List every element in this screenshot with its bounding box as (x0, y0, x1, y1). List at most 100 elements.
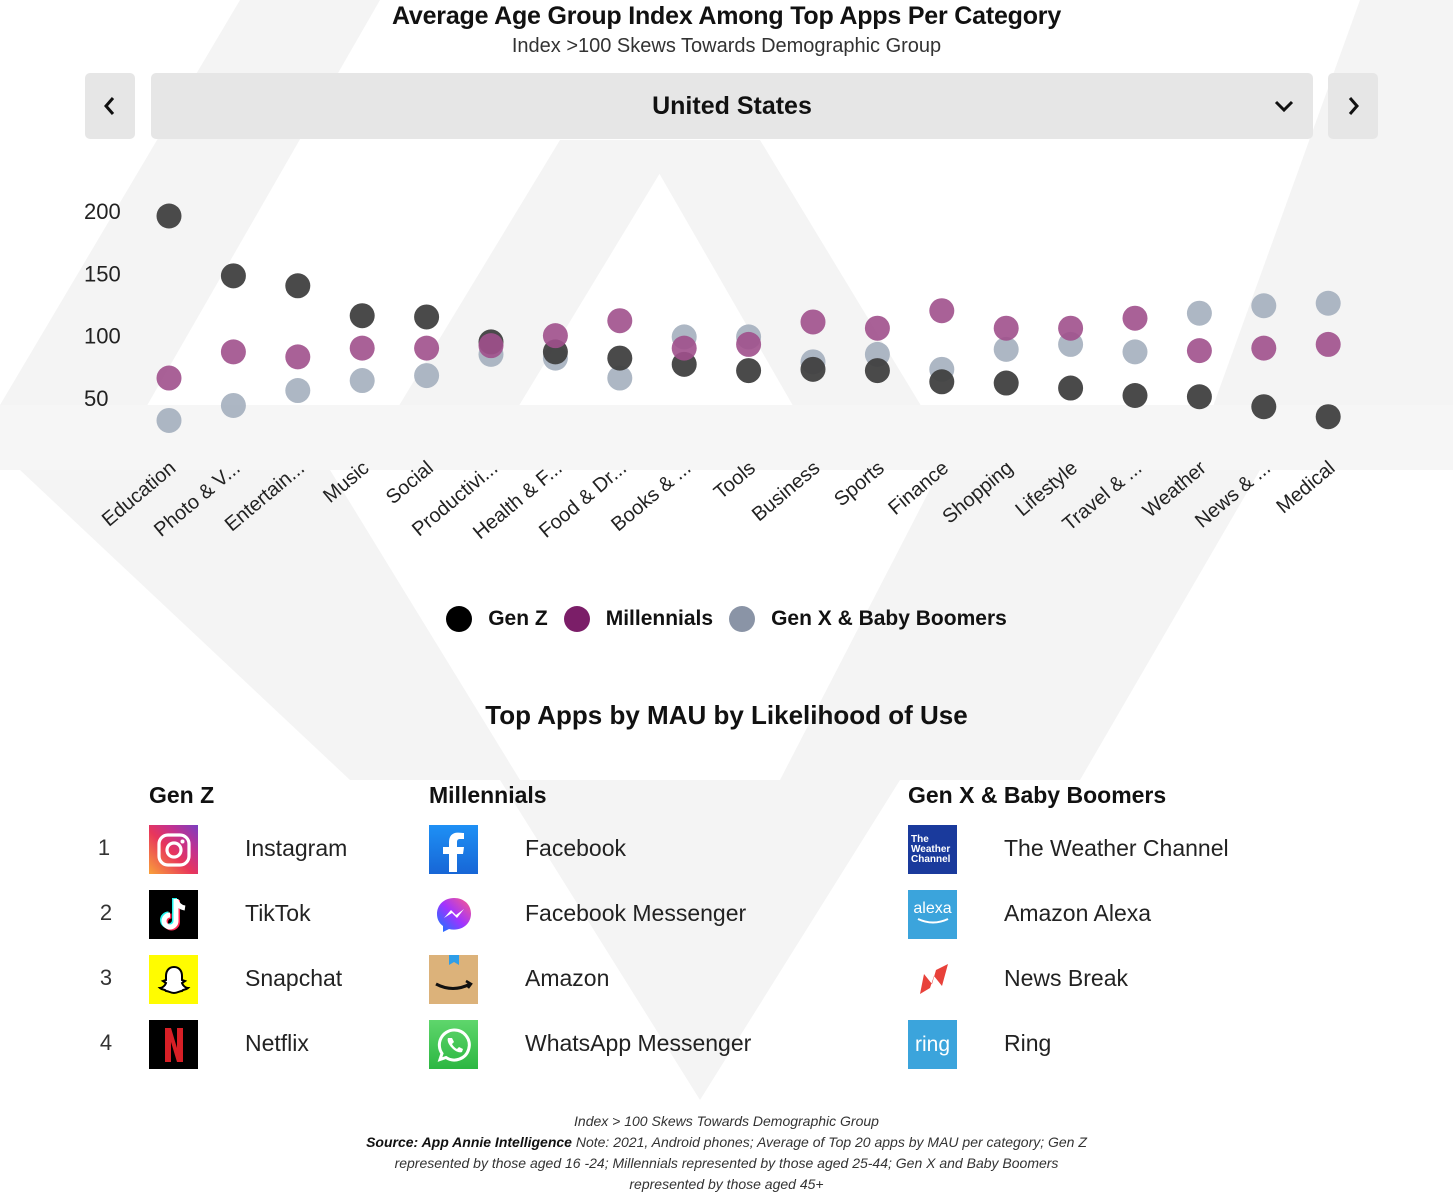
app-name[interactable]: Amazon Alexa (1004, 900, 1152, 926)
alexa-icon[interactable]: alexa (908, 890, 957, 939)
y-axis: 50 100 150 200 (84, 199, 121, 411)
data-point-millennials[interactable]: Millennials — Travel & ...: 114 (1122, 305, 1148, 331)
data-point-millennials[interactable]: Millennials — Sports: 106 (864, 315, 890, 341)
x-tick-label: Tools (710, 457, 760, 504)
y-tick-label: 150 (84, 261, 121, 286)
data-point-gen-z[interactable]: Gen Z — Food & Dr...: 82 (607, 345, 633, 371)
next-country-button[interactable] (1328, 73, 1378, 139)
data-point-millennials[interactable]: Millennials — Health & F...: 100 (542, 323, 568, 349)
icon-text: ring (914, 1032, 951, 1056)
data-point-millennials[interactable]: Millennials — Weather: 88 (1186, 338, 1212, 364)
data-point-millennials[interactable]: Millennials — Food & Dr...: 112 (607, 308, 633, 334)
icon-text: Channel (911, 853, 951, 865)
data-point-gen-z[interactable]: Gen Z — Travel & ...: 52 (1122, 383, 1148, 409)
snapchat-icon[interactable] (149, 955, 198, 1004)
app-name[interactable]: Facebook (525, 835, 627, 861)
news-break-icon[interactable] (908, 955, 957, 1004)
app-name[interactable]: The Weather Channel (1004, 835, 1229, 861)
tiktok-icon[interactable] (149, 890, 198, 939)
legend-label: Gen Z (488, 607, 548, 630)
netflix-icon[interactable] (149, 1020, 198, 1069)
y-tick-label: 100 (84, 324, 121, 349)
app-name[interactable]: TikTok (245, 900, 311, 926)
data-point-millennials[interactable]: Millennials — Books & ...: 90 (671, 335, 697, 361)
data-point-gen-x[interactable]: Gen X & Baby Boomers — Medical: 126 (1315, 290, 1341, 316)
data-point-gen-z[interactable]: Gen Z — Social: 115 (414, 304, 440, 330)
column-header-gen-x: Gen X & Baby Boomers (908, 782, 1167, 808)
data-point-gen-z[interactable]: Gen Z — Education: 196 (156, 203, 182, 229)
data-point-gen-x[interactable]: Gen X & Baby Boomers — Music: 64 (349, 368, 375, 394)
y-tick-label: 50 (84, 386, 108, 411)
data-point-gen-z[interactable]: Gen Z — Sports: 72 (864, 358, 890, 384)
chart-title: Average Age Group Index Among Top Apps P… (391, 2, 1062, 30)
data-point-millennials[interactable]: Millennials — Finance: 120 (929, 298, 955, 324)
amazon-icon[interactable] (429, 955, 478, 1004)
chevron-down-icon (1274, 100, 1294, 113)
source-label: Source: App Annie Intelligence (366, 1134, 572, 1150)
chevron-right-icon (1348, 97, 1359, 115)
legend-dot-millennials (563, 606, 590, 632)
app-name[interactable]: Facebook Messenger (525, 900, 747, 926)
data-point-millennials[interactable]: Millennials — Social: 90 (414, 335, 440, 361)
data-point-gen-z[interactable]: Gen Z — News & ...: 43 (1251, 394, 1277, 420)
data-point-gen-x[interactable]: Gen X & Baby Boomers — News & ...: 124 (1251, 293, 1277, 319)
previous-country-button[interactable] (85, 73, 135, 139)
app-name[interactable]: News Break (1004, 965, 1128, 991)
data-point-millennials[interactable]: Millennials — News & ...: 90 (1251, 335, 1277, 361)
data-point-millennials[interactable]: Millennials — Business: 111 (800, 309, 826, 335)
country-dropdown[interactable]: United States (151, 73, 1313, 139)
data-point-millennials[interactable]: Millennials — Music: 90 (349, 335, 375, 361)
data-point-millennials[interactable]: Millennials — Lifestyle: 106 (1058, 315, 1084, 341)
data-point-gen-z[interactable]: Gen Z — Weather: 51 (1186, 384, 1212, 410)
data-point-gen-x[interactable]: Gen X & Baby Boomers — Education: 32 (156, 407, 182, 433)
messenger-icon[interactable] (429, 890, 478, 939)
app-name[interactable]: Snapchat (245, 965, 343, 991)
data-point-gen-z[interactable]: Gen Z — Shopping: 62 (993, 370, 1019, 396)
footer-index-note: Index > 100 Skews Towards Demographic Gr… (574, 1113, 879, 1129)
app-name[interactable]: Netflix (245, 1030, 309, 1056)
data-point-gen-z[interactable]: Gen Z — Entertain...: 140 (285, 273, 311, 299)
facebook-icon[interactable] (429, 825, 478, 874)
data-point-millennials[interactable]: Millennials — Education: 66 (156, 365, 182, 391)
whatsapp-icon[interactable] (429, 1020, 478, 1069)
x-tick-label: Medical (1272, 457, 1339, 518)
data-point-millennials[interactable]: Millennials — Entertain...: 83 (285, 344, 311, 370)
legend-item-millennials[interactable]: Millennials (563, 606, 713, 632)
x-tick-label: Music (319, 457, 373, 507)
chart-legend: Gen Z Millennials Gen X & Baby Boomers (0, 606, 1453, 632)
data-point-gen-x[interactable]: Gen X & Baby Boomers — Entertain...: 56 (285, 378, 311, 404)
data-point-millennials[interactable]: Millennials — Productivi...: 92 (478, 333, 504, 359)
data-point-gen-x[interactable]: Gen X & Baby Boomers — Social: 68 (414, 363, 440, 389)
data-point-gen-z[interactable]: Gen Z — Medical: 35 (1315, 404, 1341, 430)
data-point-gen-z[interactable]: Gen Z — Photo & V...: 148 (220, 263, 246, 289)
ring-icon[interactable]: ring (908, 1020, 957, 1069)
data-point-gen-x[interactable]: Gen X & Baby Boomers — Shopping: 89 (993, 336, 1019, 362)
legend-item-gen-x[interactable]: Gen X & Baby Boomers (729, 606, 1007, 632)
x-tick-label: Sports (830, 457, 888, 511)
rank-number: 4 (99, 1030, 113, 1055)
data-point-gen-z[interactable]: Gen Z — Lifestyle: 58 (1058, 375, 1084, 401)
data-point-gen-z[interactable]: Gen Z — Finance: 63 (929, 369, 955, 395)
weather-channel-icon[interactable]: The Weather Channel (908, 825, 957, 874)
data-point-millennials[interactable]: Millennials — Photo & V...: 87 (220, 339, 246, 365)
legend-dot-gen-x (729, 606, 756, 632)
app-name[interactable]: Ring (1004, 1030, 1052, 1056)
app-name[interactable]: WhatsApp Messenger (525, 1030, 752, 1056)
data-point-gen-x[interactable]: Gen X & Baby Boomers — Weather: 118 (1186, 300, 1212, 326)
top-apps-title: Top Apps by MAU by Likelihood of Use (485, 700, 968, 730)
instagram-icon[interactable] (149, 825, 198, 874)
column-header-millennials: Millennials (429, 782, 547, 808)
rank-number: 2 (99, 900, 113, 925)
data-point-gen-x[interactable]: Gen X & Baby Boomers — Photo & V...: 44 (220, 392, 246, 418)
data-point-gen-z[interactable]: Gen Z — Music: 116 (349, 303, 375, 329)
data-point-millennials[interactable]: Millennials — Shopping: 106 (993, 315, 1019, 341)
data-point-gen-z[interactable]: Gen Z — Tools: 72 (736, 358, 762, 384)
data-point-millennials[interactable]: Millennials — Tools: 93 (736, 331, 762, 357)
data-point-gen-z[interactable]: Gen Z — Business: 73 (800, 356, 826, 382)
data-point-gen-x[interactable]: Gen X & Baby Boomers — Travel & ...: 87 (1122, 339, 1148, 365)
data-point-millennials[interactable]: Millennials — Medical: 93 (1315, 331, 1341, 357)
app-name[interactable]: Amazon (525, 965, 610, 991)
app-name[interactable]: Instagram (245, 835, 348, 861)
legend-item-gen-z[interactable]: Gen Z (446, 606, 548, 632)
